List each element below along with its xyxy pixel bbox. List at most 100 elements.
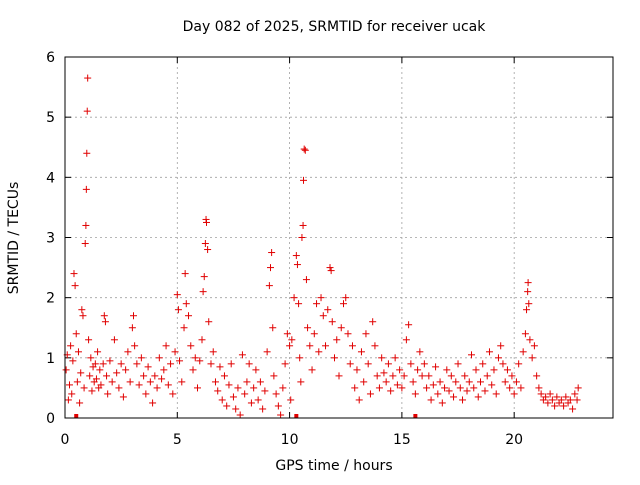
x-tick-label: 20 <box>505 432 523 448</box>
data-point <box>463 387 471 395</box>
data-point <box>199 288 207 296</box>
data-point <box>113 369 121 377</box>
data-point <box>178 378 186 386</box>
x-tick-label: 15 <box>393 432 411 448</box>
data-point <box>100 312 108 320</box>
y-tick-label: 1 <box>46 351 55 367</box>
data-point <box>72 330 80 338</box>
data-point <box>443 366 451 374</box>
data-point <box>218 396 226 404</box>
data-point <box>474 393 482 401</box>
data-point <box>140 372 148 380</box>
data-point <box>546 390 554 398</box>
data-point <box>223 402 231 410</box>
y-axis-label: SRMTID / TECUs <box>6 182 22 295</box>
data-point <box>525 300 533 308</box>
data-point <box>252 366 260 374</box>
data-point <box>542 393 550 401</box>
data-point <box>441 384 449 392</box>
data-point <box>265 282 273 290</box>
data-point <box>84 74 92 82</box>
data-point <box>375 384 383 392</box>
data-point <box>194 384 202 392</box>
data-point <box>544 399 552 407</box>
y-tick-label: 3 <box>46 231 55 247</box>
data-point <box>279 384 287 392</box>
y-tick-label: 0 <box>46 411 55 427</box>
data-point <box>74 414 79 418</box>
data-point <box>497 342 505 350</box>
data-point <box>468 351 476 359</box>
data-point <box>300 176 308 184</box>
data-point <box>270 372 278 380</box>
data-point <box>272 390 280 398</box>
data-point <box>211 378 219 386</box>
data-point <box>124 348 132 356</box>
data-point <box>181 270 189 278</box>
data-point <box>238 351 246 359</box>
data-point <box>344 330 352 338</box>
data-point <box>524 288 532 296</box>
data-point <box>326 264 334 272</box>
data-point <box>180 324 188 332</box>
data-point <box>519 348 527 356</box>
data-point <box>158 375 166 383</box>
data-point <box>288 336 296 344</box>
data-point <box>78 306 86 314</box>
data-point <box>287 396 295 404</box>
data-point <box>425 372 433 380</box>
data-point <box>324 306 332 314</box>
data-point <box>492 390 500 398</box>
data-point <box>128 324 136 332</box>
data-point <box>153 384 161 392</box>
data-point <box>79 312 87 320</box>
x-tick-label: 0 <box>61 432 70 448</box>
data-point <box>236 411 244 419</box>
data-point <box>277 411 285 419</box>
data-point <box>88 387 96 395</box>
y-tick-label: 5 <box>46 110 55 126</box>
data-marks <box>62 74 582 419</box>
data-point <box>387 387 395 395</box>
data-point <box>337 324 345 332</box>
data-point <box>108 378 116 386</box>
data-point <box>306 342 314 350</box>
data-point <box>517 384 525 392</box>
data-point <box>429 381 437 389</box>
data-point <box>135 381 143 389</box>
data-point <box>438 399 446 407</box>
data-point <box>515 360 523 368</box>
data-point <box>256 378 264 386</box>
data-point <box>263 348 271 356</box>
data-point <box>64 396 72 404</box>
data-point <box>198 336 206 344</box>
data-point <box>250 384 258 392</box>
data-point <box>205 318 213 326</box>
data-point <box>315 348 323 356</box>
data-point <box>295 300 303 308</box>
data-point <box>254 396 262 404</box>
data-point <box>151 372 159 380</box>
data-point <box>133 360 141 368</box>
data-point <box>333 336 341 344</box>
data-point <box>445 387 453 395</box>
data-point <box>454 360 462 368</box>
data-point <box>86 372 94 380</box>
data-point <box>209 348 217 356</box>
data-point <box>530 342 538 350</box>
data-point <box>130 312 137 320</box>
data-point <box>553 393 561 401</box>
data-point <box>146 378 154 386</box>
data-point <box>229 393 237 401</box>
data-point <box>81 240 89 248</box>
data-point <box>300 145 308 153</box>
data-point <box>241 390 249 398</box>
data-point <box>459 396 467 404</box>
data-point <box>96 366 104 374</box>
data-point <box>298 234 306 241</box>
data-point <box>378 354 386 362</box>
data-point <box>69 357 77 365</box>
data-point <box>521 330 529 338</box>
